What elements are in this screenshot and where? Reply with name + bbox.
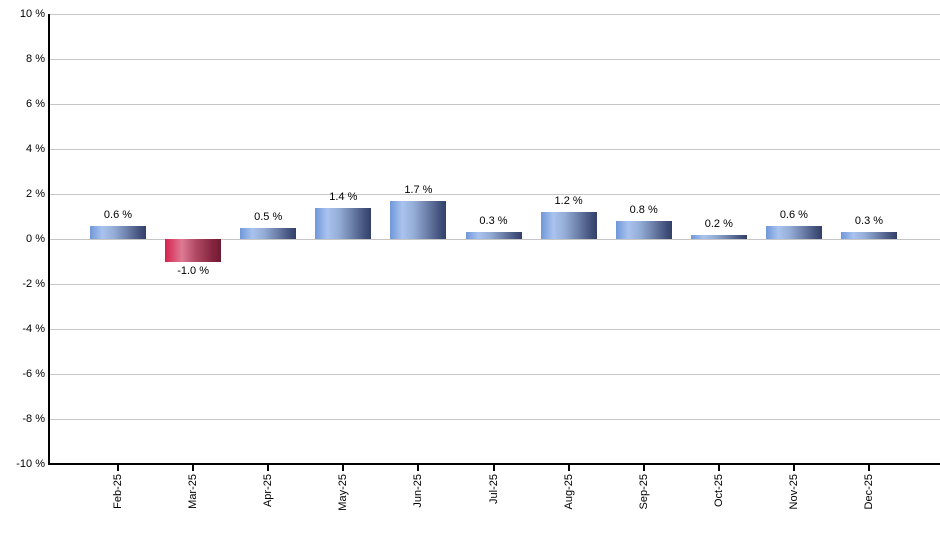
y-axis-tick-label: -2 %: [22, 278, 45, 290]
y-axis-tick-label: 4 %: [26, 143, 45, 155]
y-gridline: [49, 193, 940, 195]
y-axis-tick-label: -6 %: [22, 368, 45, 380]
bar-may-25: [315, 207, 372, 239]
x-axis-tick-mark: [717, 464, 720, 471]
bar-mar-25: [165, 239, 222, 262]
x-axis-category-label: Sep-25: [637, 474, 650, 510]
y-axis-tick-label: -8 %: [22, 413, 45, 425]
y-axis-tick-label: 6 %: [26, 98, 45, 110]
y-axis-tick-label: 10 %: [19, 8, 45, 20]
y-gridline: [49, 103, 940, 105]
x-axis-tick-mark: [868, 464, 870, 471]
bar-feb-25: [90, 225, 146, 239]
x-axis-category-label: Apr-25: [262, 474, 275, 508]
x-axis-tick-mark: [792, 464, 795, 471]
bar-value-label: -1.0 %: [177, 264, 209, 277]
x-axis-tick-mark: [267, 464, 270, 471]
y-gridline: [49, 328, 940, 330]
x-axis-category-label: Dec-25: [863, 474, 875, 510]
y-gridline: [49, 58, 940, 60]
y-gridline: [49, 13, 940, 15]
bar-oct-25: [690, 234, 747, 239]
x-axis-tick-mark: [117, 464, 119, 471]
x-axis-category-label: Aug-25: [562, 474, 575, 510]
x-axis-category-label: Jul-25: [487, 474, 500, 504]
bar-jun-25: [390, 200, 447, 239]
x-axis-tick-mark: [567, 464, 570, 471]
x-axis-tick-mark: [492, 464, 495, 471]
bar-apr-25: [240, 227, 297, 239]
x-axis-category-label: Oct-25: [712, 474, 725, 508]
bar-value-label: 1.7 %: [404, 183, 433, 196]
bar-value-label: 0.6 %: [103, 208, 133, 221]
bar-aug-25: [540, 212, 597, 239]
x-axis-category-label: Nov-25: [787, 474, 800, 510]
bar-value-label: 0.2 %: [704, 217, 733, 230]
y-gridline: [49, 373, 940, 375]
y-axis-tick-label: 8 %: [26, 53, 45, 65]
bar-value-label: 0.6 %: [779, 208, 808, 221]
x-axis-tick-mark: [417, 464, 420, 471]
x-axis-tick-mark: [192, 464, 195, 471]
y-axis-tick-label: 0 %: [26, 233, 45, 245]
bar-value-label: 1.4 %: [329, 190, 358, 203]
y-gridline: [49, 148, 940, 150]
x-axis-tick-mark: [342, 464, 345, 471]
bar-sep-25: [615, 221, 672, 239]
bar-dec-25: [841, 232, 897, 239]
y-axis-tick-label: -10 %: [16, 458, 45, 470]
bar-nov-25: [765, 225, 822, 239]
bar-value-label: 0.5 %: [254, 210, 283, 223]
bar-value-label: 0.3 %: [854, 215, 884, 228]
x-axis-category-label: May-25: [337, 474, 350, 511]
x-axis-category-label: Mar-25: [187, 474, 200, 509]
bar-jul-25: [465, 232, 522, 239]
y-gridline: [49, 283, 940, 285]
y-gridline: [49, 238, 940, 240]
x-axis-category-label: Jun-25: [412, 474, 425, 508]
x-axis-category-label: Feb-25: [112, 474, 124, 509]
bar-value-label: 0.8 %: [629, 204, 658, 216]
y-axis-line: [48, 14, 50, 464]
y-gridline: [49, 418, 940, 420]
y-axis-tick-label: 2 %: [26, 188, 45, 200]
y-axis-tick-label: -4 %: [22, 323, 45, 335]
x-axis-tick-mark: [642, 464, 645, 471]
bar-value-label: 1.2 %: [554, 195, 583, 207]
bar-value-label: 0.3 %: [479, 215, 508, 228]
x-axis-line: [48, 463, 940, 465]
